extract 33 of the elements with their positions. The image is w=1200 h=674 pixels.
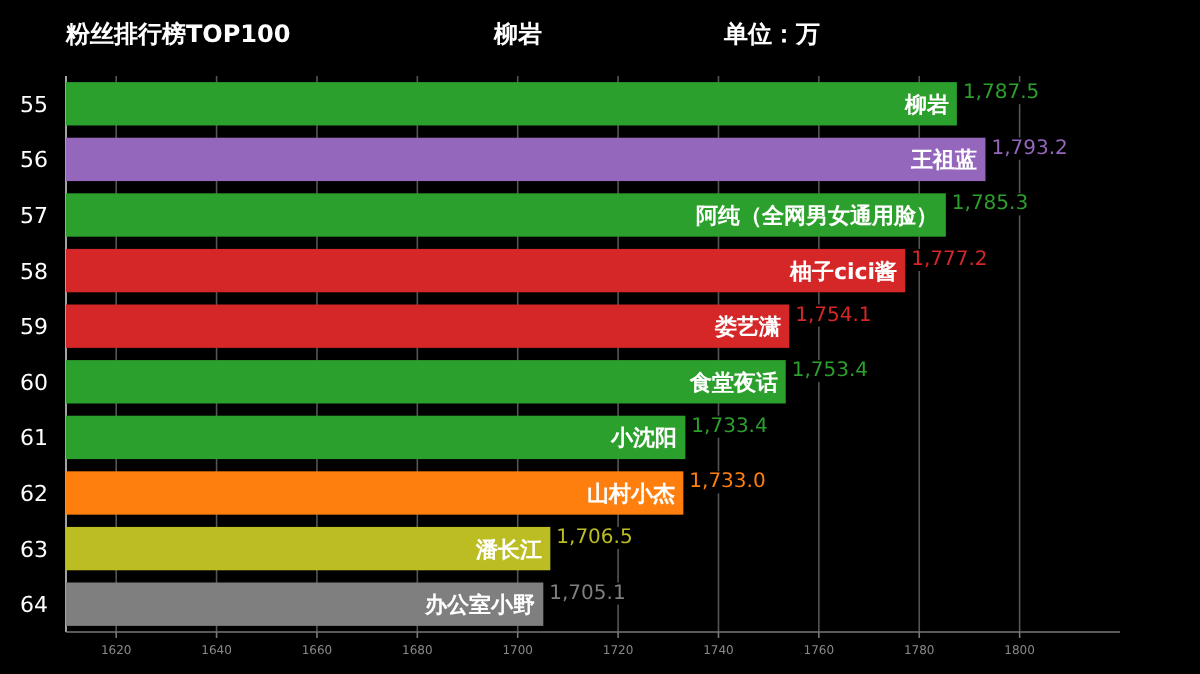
y-tick-label: 55 — [20, 91, 48, 118]
data-label: 1,733.0 — [689, 471, 766, 494]
annotation: 柚子cici酱 — [788, 258, 898, 285]
data-label: 1,706.5 — [556, 526, 633, 549]
annotation: 娄艺潇 — [713, 314, 782, 341]
y-tick-label: 64 — [20, 592, 48, 619]
annotation: 王祖蓝 — [909, 147, 978, 174]
y-tick-label: 60 — [20, 369, 48, 396]
annotation: 食堂夜话 — [687, 369, 778, 396]
data-label: 1,785.3 — [951, 193, 1029, 216]
annotation: 办公室小野 — [423, 592, 536, 619]
annotation: 山村小杰 — [587, 481, 676, 507]
data-label: 1,777.2 — [911, 248, 988, 271]
y-tick-label: 59 — [20, 314, 48, 341]
y-tick-label: 61 — [20, 425, 48, 452]
annotation: 小沈阳 — [609, 425, 678, 452]
data-label: 1,787.5 — [962, 82, 1040, 105]
chart-title: 粉丝排行榜TOP100 — [64, 20, 291, 48]
y-tick-label: 58 — [20, 258, 48, 285]
annotation: 柳岩 — [902, 91, 949, 118]
annotation: 阿纯（全网男女通用脸） — [695, 203, 938, 229]
data-label: 1,753.4 — [791, 360, 869, 383]
y-tick-label: 57 — [20, 203, 48, 229]
data-label: 1,754.1 — [795, 304, 872, 327]
chart-subtitle: 柳岩 — [492, 20, 542, 48]
y-tick-label: 63 — [20, 536, 48, 563]
data-label: 1,705.1 — [549, 582, 626, 605]
y-tick-label: 56 — [20, 147, 48, 174]
y-tick-label: 62 — [20, 481, 48, 507]
text: 单位：万 — [722, 20, 820, 48]
data-label: 1,793.2 — [991, 137, 1068, 160]
data-label: 1,733.4 — [691, 415, 768, 438]
annotation: 潘长江 — [474, 536, 543, 563]
